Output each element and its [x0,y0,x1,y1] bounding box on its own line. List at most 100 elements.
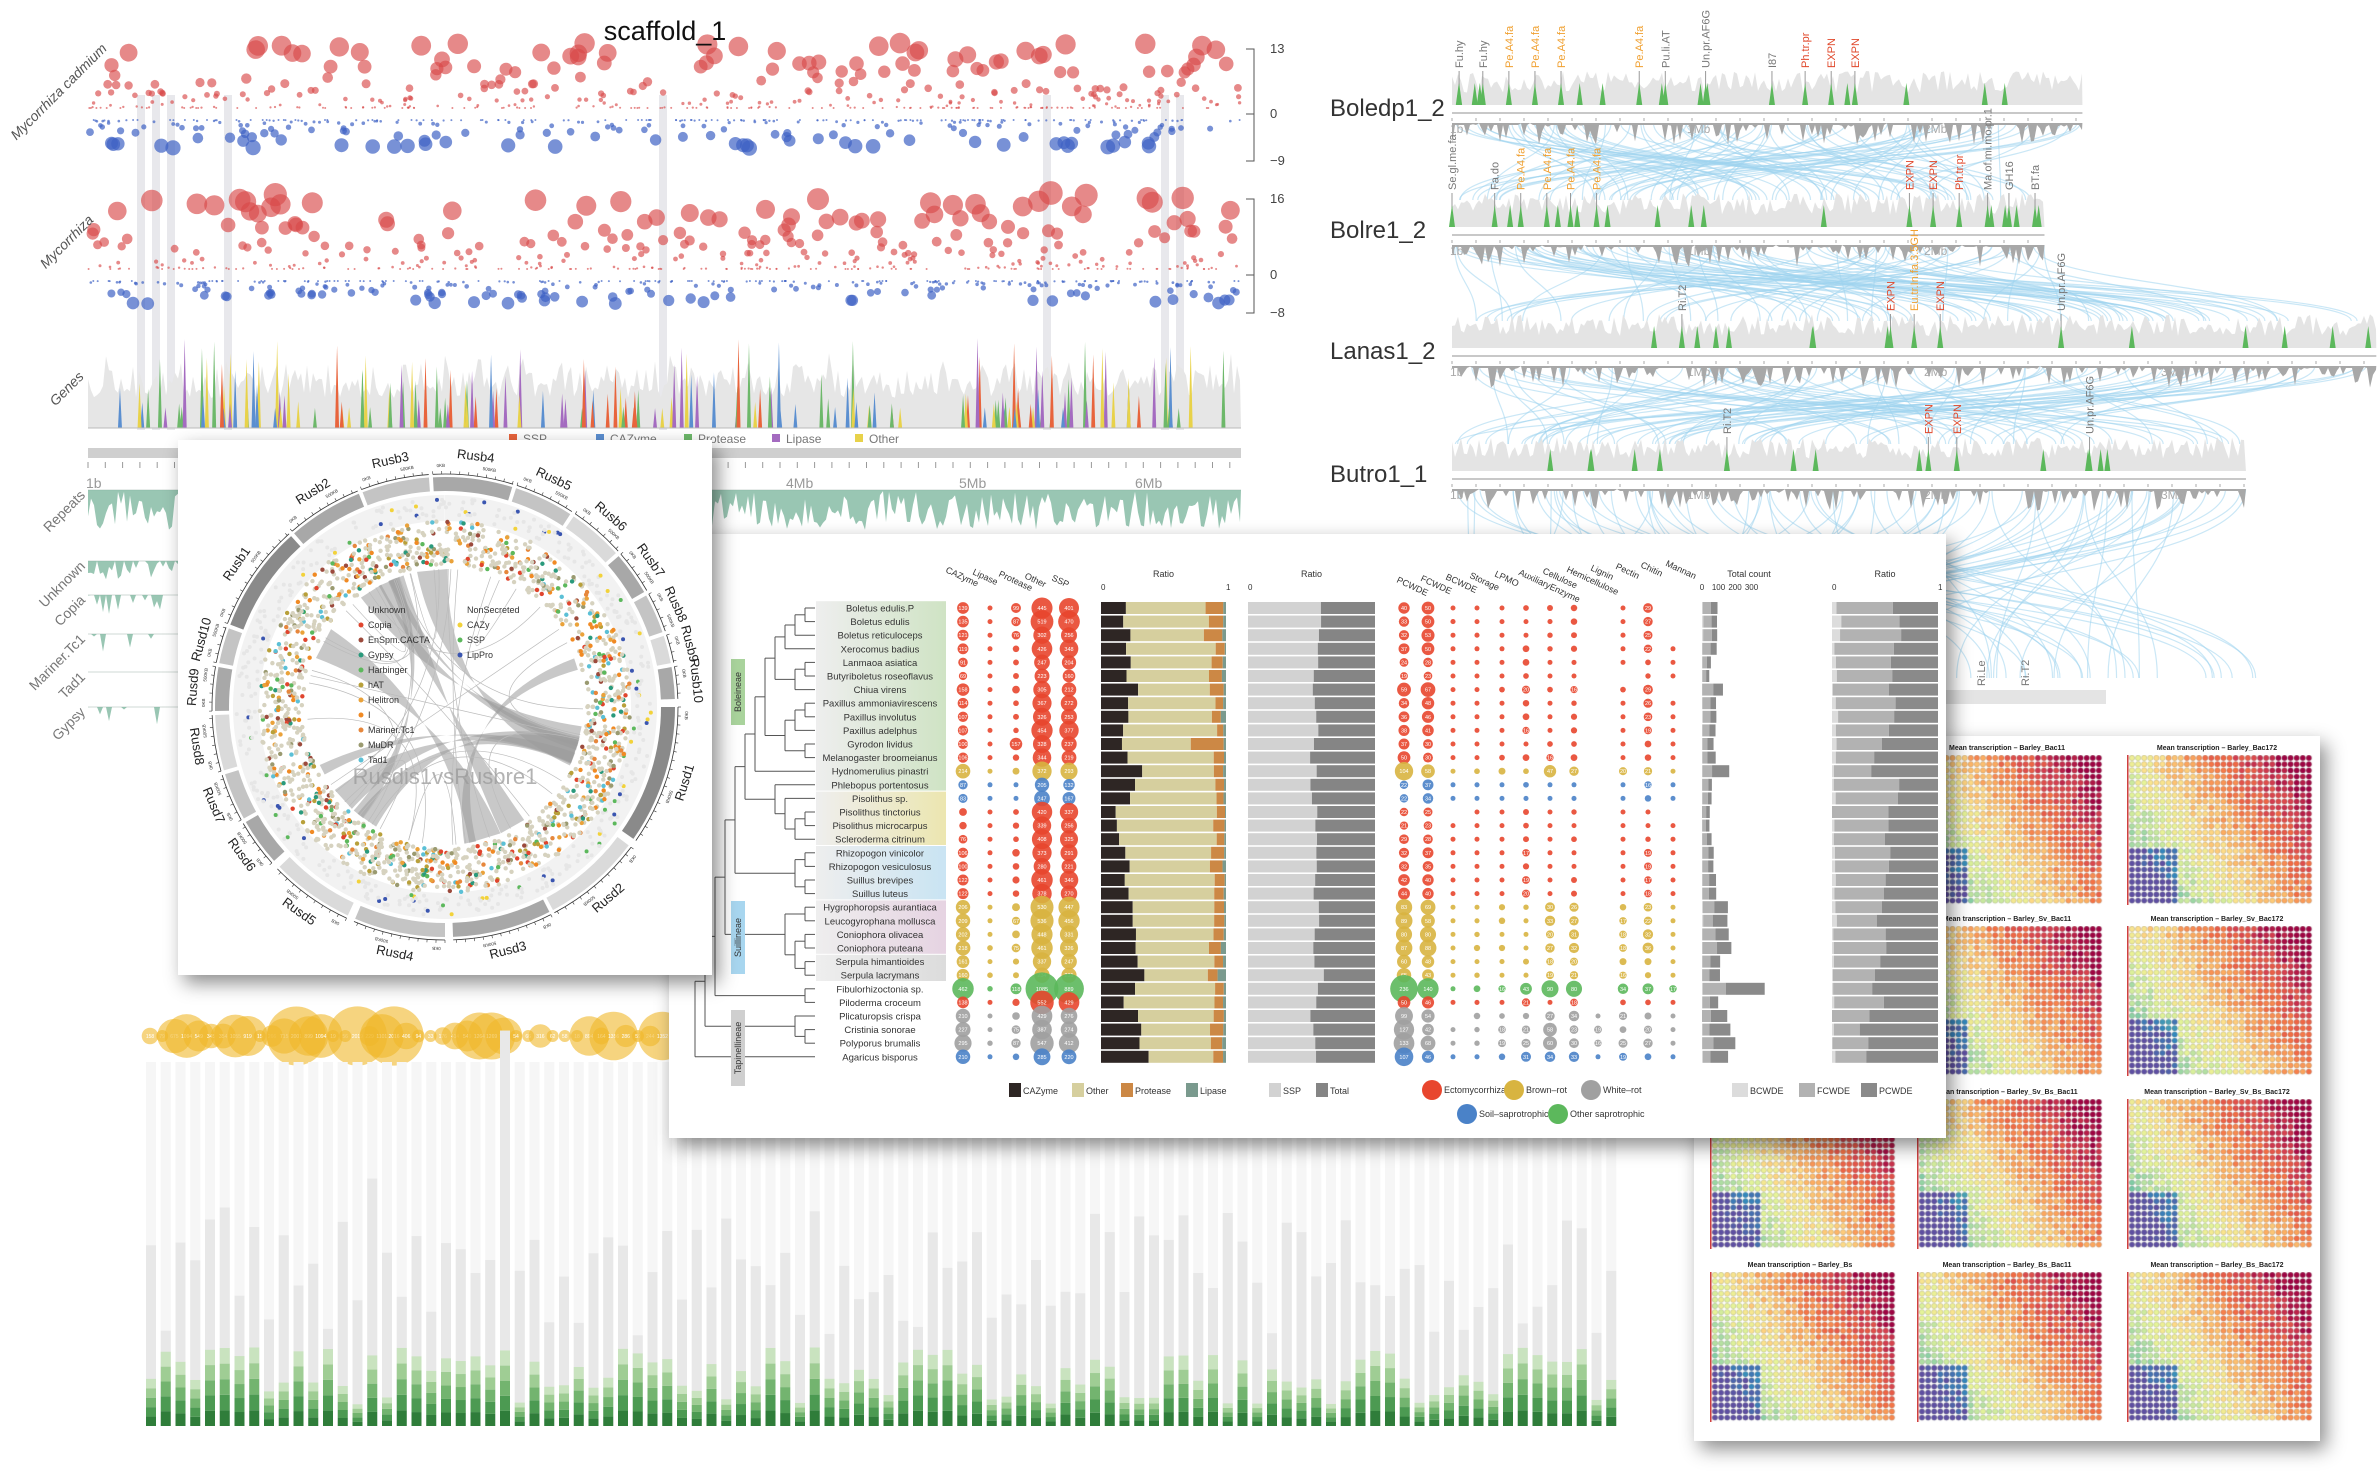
cwde-ratio-segment [1880,955,1938,968]
bubble-value: 23 [1645,715,1651,721]
stacked-bar-segment [1503,1411,1513,1426]
legend-swatch [1186,1083,1198,1097]
legend-label: Protease [1135,1086,1171,1096]
value-bubble [987,809,993,815]
value-bubble [1422,793,1434,804]
downregulated-gene-dot [979,119,982,121]
gene-spike [464,396,469,428]
ratio-bar-segment [1222,629,1226,642]
upregulated-gene-dot [383,106,386,109]
downregulated-gene-dot [980,281,984,285]
gene-spike [517,394,522,428]
stacked-bar-segment [750,1402,761,1411]
upregulated-gene-dot [239,91,246,98]
stacked-bar-segment [323,1364,333,1380]
bubble-value: 420 [1037,810,1046,816]
upregulated-gene-dot [117,267,120,270]
upregulated-gene-dot [769,268,771,270]
cwde-ratio-segment [1897,792,1938,805]
synteny-link [1485,365,1754,445]
upregulated-gene-dot [1054,66,1067,79]
value-bubble [1031,801,1053,823]
stacked-bar-segment [485,1389,496,1402]
value-bubble [1643,644,1653,654]
stacked-bar-segment [1090,1386,1100,1400]
value-bubble [1422,1023,1434,1036]
value-bubble [1474,836,1480,842]
downregulated-gene-dot [418,280,421,282]
gene-spike [961,394,966,428]
upregulated-gene-dot [661,106,664,109]
value-bubble [956,968,970,982]
grid-column [1473,1062,1484,1426]
downregulated-gene-dot [975,282,979,287]
stacked-bar-segment [898,1400,909,1414]
upregulated-gene-dot [373,106,376,109]
synteny-link [398,576,583,710]
cwde-ratio-segment [1832,969,1875,982]
upregulated-gene-dot [910,255,916,261]
grid-column [824,1062,835,1426]
upregulated-gene-dot [834,78,844,88]
downregulated-gene-dot [646,123,652,128]
stacked-bar-segment [205,1395,215,1411]
bubble-value: 209 [958,919,967,925]
stacked-bar-segment [278,1399,289,1409]
synteny-link [1511,122,1674,201]
gene-peak [1916,449,1923,471]
downregulated-gene-dot [1083,280,1086,283]
value-bubble [1565,980,1583,997]
total-ratio-bar [1317,642,1375,655]
upregulated-gene-dot [621,244,630,252]
bubble-value: 50 [1425,647,1431,653]
ratio-bar-segment [1101,683,1139,696]
total-count-bar [1702,901,1715,914]
gene-peak [1531,83,1538,105]
total-bar [1355,1282,1366,1426]
downregulated-gene-dot [1171,119,1174,122]
upregulated-gene-dot [1088,107,1091,109]
total-bar [927,1232,938,1426]
upregulated-gene-dot [442,227,455,240]
value-bubble [1619,971,1627,979]
downregulated-gene-dot [564,284,570,290]
gene-spike [833,407,838,428]
stacked-bar-segment [721,1409,732,1416]
stacked-bar-segment [190,1398,201,1408]
bubble-value: 119 [959,647,968,653]
stacked-bar-segment [470,1384,481,1399]
value-bubble [1670,741,1676,747]
downregulated-gene-dot [196,283,201,289]
stacked-bar-segment [441,1412,451,1426]
value-bubble [1545,930,1555,939]
upregulated-gene-dot [567,213,584,230]
synteny-link [1991,365,2316,445]
downregulated-gene-dot [436,280,439,283]
downregulated-gene-dot [105,136,118,150]
downregulated-gene-dot [633,280,636,282]
downregulated-gene-dot [96,280,99,283]
cwde-ratio-segment [1888,806,1938,818]
downregulated-gene-dot [680,123,686,129]
transposon-dot [294,641,299,647]
gene-peak [1449,205,1455,227]
value-bubble [1473,1012,1481,1020]
upregulated-gene-dot [1191,84,1200,92]
gene-peak [1593,205,1600,227]
synteny-link [1455,122,1947,201]
stacked-bar-segment [1134,1398,1145,1404]
bubble-value: 462 [958,987,967,993]
upregulated-gene-dot [869,36,889,56]
downregulated-gene-dot [649,119,652,121]
transposon-dot [283,703,288,709]
value-bubble [1030,1031,1054,1055]
value-bubble [1499,754,1505,761]
ssp-ratio-bar [1248,765,1317,778]
value-bubble [1620,741,1626,747]
value-bubble [1670,1013,1676,1019]
bubble-value: 121 [958,633,967,639]
downregulated-gene-dot [803,281,807,285]
downregulated-gene-dot [450,119,453,122]
bubble-value: 48 [1425,701,1431,707]
synteny-link [1462,244,2069,322]
